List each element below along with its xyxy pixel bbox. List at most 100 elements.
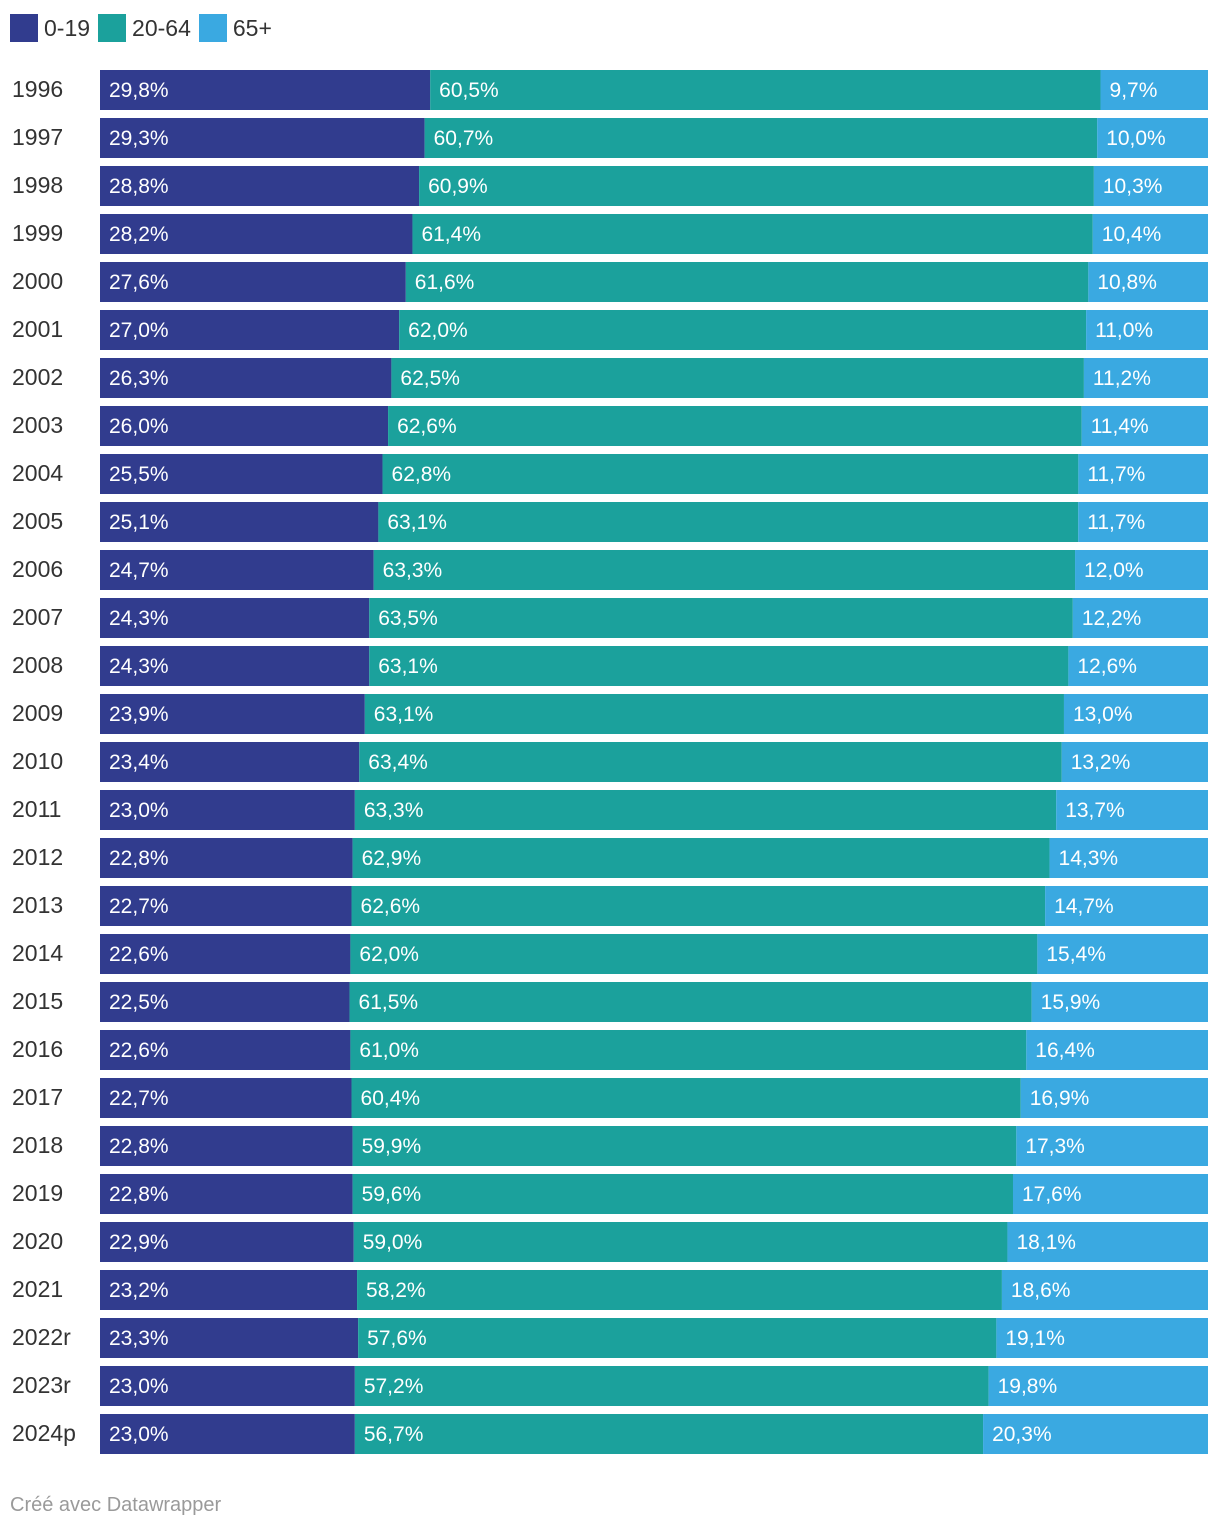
data-label: 26,0% — [109, 415, 169, 438]
year-label: 2015 — [12, 988, 63, 1014]
data-label: 29,3% — [109, 127, 169, 150]
data-label: 11,7% — [1087, 463, 1145, 486]
data-label: 57,2% — [364, 1375, 424, 1398]
data-label: 59,9% — [362, 1135, 422, 1158]
year-label: 2004 — [12, 460, 63, 486]
year-label: 1998 — [12, 172, 63, 198]
legend-label: 65+ — [232, 14, 272, 41]
bar-segment-20-64-2002 — [391, 358, 1084, 398]
data-label: 62,6% — [361, 895, 421, 918]
data-label: 13,2% — [1071, 751, 1131, 774]
data-label: 24,3% — [109, 607, 169, 630]
year-label: 2016 — [12, 1036, 63, 1062]
legend-item-0-19: 0-19 — [10, 14, 90, 42]
data-label: 16,4% — [1035, 1039, 1095, 1062]
year-label: 2001 — [12, 316, 63, 342]
data-label: 26,3% — [109, 367, 169, 390]
bar-segment-0-19-2024p — [100, 1414, 355, 1454]
data-label: 23,9% — [109, 703, 169, 726]
bar-segment-20-64-2001 — [399, 310, 1087, 350]
bar-segment-0-19-1998 — [100, 166, 420, 206]
data-label: 22,8% — [109, 1135, 169, 1158]
data-label: 22,5% — [109, 991, 169, 1014]
data-label: 62,0% — [408, 319, 468, 342]
data-label: 22,7% — [109, 1087, 169, 1110]
bar-segment-65+-2021 — [1001, 1270, 1208, 1310]
footer-credit: Créé avec Datawrapper — [10, 1494, 222, 1516]
data-label: 63,3% — [364, 799, 424, 822]
year-label: 2010 — [12, 748, 63, 774]
legend-label: 20-64 — [132, 14, 191, 41]
bar-segment-20-64-2021 — [357, 1270, 1002, 1310]
bar-segment-20-64-2023r — [354, 1366, 989, 1406]
data-label: 59,6% — [362, 1183, 422, 1206]
bar-segment-20-64-2016 — [350, 1030, 1027, 1070]
data-label: 22,7% — [109, 895, 169, 918]
data-label: 16,9% — [1030, 1087, 1090, 1110]
year-label: 1999 — [12, 220, 63, 246]
legend: 0-19 20-64 65+ — [10, 12, 280, 44]
year-label: 2000 — [12, 268, 63, 294]
bar-segment-65+-2019 — [1012, 1174, 1208, 1214]
data-label: 58,2% — [366, 1279, 426, 1302]
data-label: 11,4% — [1091, 415, 1149, 438]
legend-swatch — [10, 14, 38, 42]
legend-swatch — [98, 14, 127, 42]
data-label: 15,9% — [1041, 991, 1101, 1014]
year-label: 2012 — [12, 844, 63, 870]
bar-segment-0-19-2014 — [100, 934, 351, 974]
data-label: 28,8% — [109, 175, 169, 198]
data-label: 17,3% — [1025, 1135, 1085, 1158]
data-label: 10,0% — [1106, 127, 1166, 150]
bar-segment-20-64-2022r — [358, 1318, 997, 1358]
bar-segment-0-19-2022r — [100, 1318, 359, 1358]
data-label: 19,8% — [998, 1375, 1058, 1398]
data-label: 24,3% — [109, 655, 169, 678]
bar-segment-20-64-2014 — [350, 934, 1038, 974]
bar-segment-20-64-2012 — [352, 838, 1050, 878]
data-label: 19,1% — [1005, 1327, 1065, 1350]
data-label: 23,0% — [109, 799, 169, 822]
data-label: 25,5% — [109, 463, 169, 486]
data-label: 23,2% — [109, 1279, 169, 1302]
bar-segment-20-64-2008 — [369, 646, 1069, 686]
bar-segment-0-19-2023r — [100, 1366, 355, 1406]
data-label: 62,0% — [359, 943, 419, 966]
data-label: 17,6% — [1022, 1183, 1082, 1206]
year-label: 2019 — [12, 1180, 63, 1206]
bar-segment-65+-2012 — [1049, 838, 1208, 878]
data-label: 18,6% — [1011, 1279, 1071, 1302]
data-label: 12,0% — [1084, 559, 1144, 582]
bar-segment-20-64-2011 — [354, 790, 1057, 830]
bar-segment-0-19-2017 — [100, 1078, 352, 1118]
bar-segment-0-19-2012 — [100, 838, 353, 878]
data-label: 14,3% — [1059, 847, 1119, 870]
bar-segment-65+-2007 — [1072, 598, 1208, 638]
bar-segment-65+-2010 — [1061, 742, 1208, 782]
year-label: 2014 — [12, 940, 63, 966]
data-label: 60,4% — [361, 1087, 421, 1110]
year-label: 2021 — [12, 1276, 63, 1302]
legend-label: 0-19 — [44, 14, 91, 41]
year-label: 1997 — [12, 124, 63, 150]
bar-segment-20-64-2006 — [373, 550, 1076, 590]
bar-segment-0-19-2009 — [100, 694, 365, 734]
bar-segment-65+-2013 — [1045, 886, 1208, 926]
data-label: 63,3% — [383, 559, 443, 582]
bar-segment-0-19-2004 — [100, 454, 383, 494]
bar-segment-20-64-1996 — [430, 70, 1101, 110]
data-label: 59,0% — [363, 1231, 423, 1254]
data-label: 22,6% — [109, 943, 169, 966]
bar-segment-65+-1999 — [1092, 214, 1208, 254]
year-label: 2018 — [12, 1132, 63, 1158]
bar-segment-65+-2024p — [983, 1414, 1208, 1454]
bar-segment-65+-2002 — [1083, 358, 1208, 398]
year-label: 2006 — [12, 556, 63, 582]
bar-segment-65+-2014 — [1037, 934, 1208, 974]
bar-segment-65+-1996 — [1100, 70, 1208, 110]
bar-segment-20-64-2019 — [352, 1174, 1013, 1214]
data-label: 60,9% — [428, 175, 488, 198]
data-label: 12,6% — [1077, 655, 1137, 678]
bar-segment-65+-2001 — [1086, 310, 1208, 350]
data-label: 15,4% — [1046, 943, 1106, 966]
